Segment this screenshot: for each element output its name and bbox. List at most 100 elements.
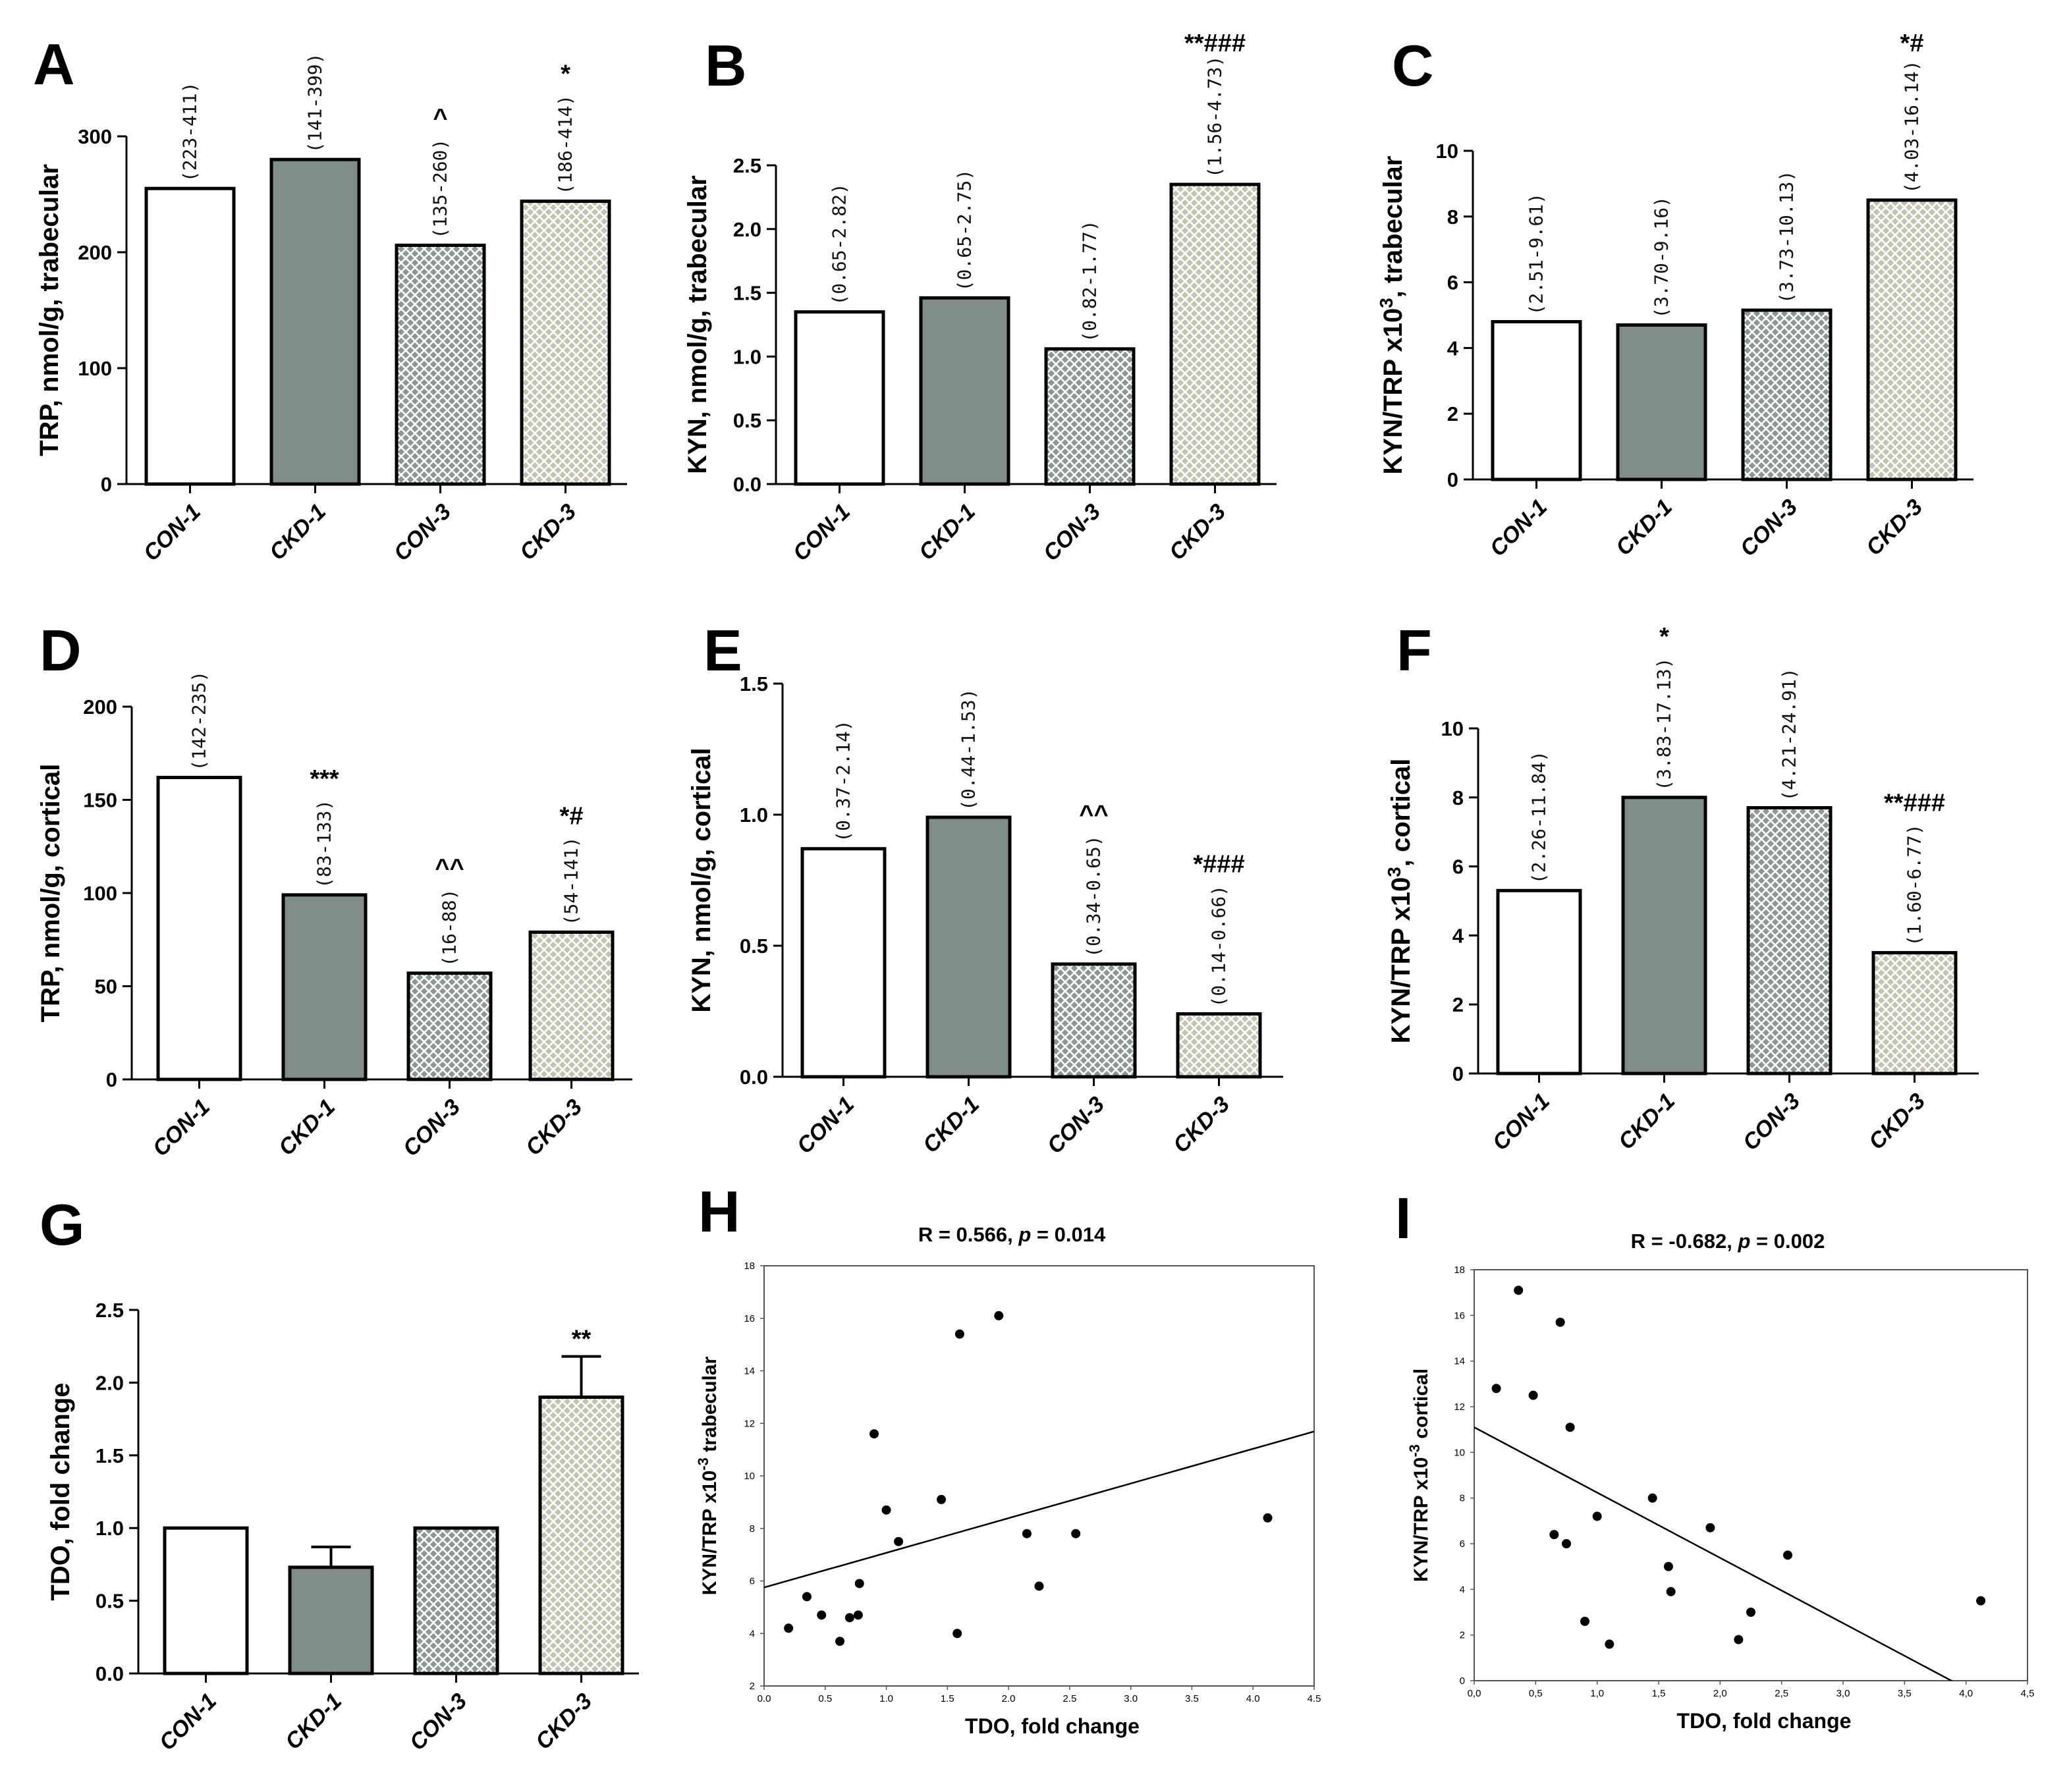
y-tick-label: 1.0 xyxy=(733,345,761,368)
x-tick-label: 4.5 xyxy=(1308,1693,1321,1704)
regression-line xyxy=(764,1430,1314,1588)
y-tick-label: 1.0 xyxy=(740,803,768,827)
x-tick-label: 4,0 xyxy=(1959,1688,1973,1699)
x-tick-label: 1.0 xyxy=(879,1693,893,1704)
y-tick-label: 4 xyxy=(1447,337,1459,360)
x-category-label: CKD-3 xyxy=(1864,1089,1930,1154)
y-tick-label: 6 xyxy=(750,1576,755,1587)
bar-ckd-1 xyxy=(925,815,1012,1079)
range-label: (3.70-9.16) xyxy=(1651,196,1672,318)
significance-marker: **### xyxy=(1884,790,1945,817)
x-tick-label: 2,0 xyxy=(1713,1688,1727,1699)
bar-con-1 xyxy=(794,310,885,486)
plot-title-pvalue: = 0.014 xyxy=(1031,1223,1106,1246)
x-category-label: CKD-3 xyxy=(1169,1092,1234,1158)
range-label: (2.51-9.61) xyxy=(1526,193,1547,315)
x-category-label: CKD-3 xyxy=(521,1095,587,1160)
y-tick-label: 2 xyxy=(750,1681,755,1692)
range-label: (0.14-0.66) xyxy=(1208,885,1230,1007)
y-tick-label: 0 xyxy=(106,1068,117,1091)
y-tick-label: 4 xyxy=(750,1628,755,1639)
panel-letter: A xyxy=(33,32,75,97)
y-axis-label-superscript: -3 xyxy=(1406,1444,1423,1457)
x-category-label: CON-3 xyxy=(389,499,456,566)
bar-con-3 xyxy=(1741,308,1833,481)
bar-ckd-3 xyxy=(520,200,611,486)
y-axis-label: KYN/TRP x10-3 trabecular xyxy=(695,1356,721,1595)
scatter-point xyxy=(1580,1616,1589,1626)
scatter-point xyxy=(954,1329,964,1339)
x-category-label: CON-3 xyxy=(1042,1092,1109,1159)
bar-con-3 xyxy=(406,971,493,1081)
x-category-label: CON-3 xyxy=(1738,1089,1805,1156)
scatter-point xyxy=(835,1637,845,1646)
y-axis-label-superscript: -3 xyxy=(695,1457,711,1471)
bar-con-3 xyxy=(1051,962,1137,1079)
panel-letter: D xyxy=(40,618,82,683)
range-label: (141-399) xyxy=(304,53,326,153)
x-category-label: CKD-3 xyxy=(1165,499,1230,565)
plot-title-p: p xyxy=(1018,1223,1031,1246)
panel-a: A 0 100 200 300 TRP, nmol/g, trabecular CON-1 (… xyxy=(33,32,627,566)
y-axis-label: KYN, nmol/g, cortical xyxy=(687,747,716,1012)
significance-marker: ^ xyxy=(433,104,447,132)
scatter-point xyxy=(853,1610,863,1620)
scatter-point xyxy=(1705,1523,1715,1533)
scatter-point xyxy=(1034,1581,1044,1591)
x-tick-label: 4,5 xyxy=(2021,1688,2035,1699)
x-category-label: CON-3 xyxy=(398,1095,465,1162)
bar-ckd-3 xyxy=(1871,951,1958,1075)
scatter-point xyxy=(802,1592,812,1602)
bar-con-3 xyxy=(413,1526,499,1675)
range-label: (83-133) xyxy=(314,800,335,888)
scatter-point xyxy=(1976,1596,1986,1606)
bar-con-3 xyxy=(1044,347,1136,486)
panel-letter: E xyxy=(703,618,742,683)
y-axis-label-superscript: 3 xyxy=(1376,298,1396,308)
plot-frame xyxy=(763,1265,1315,1687)
scatter-point xyxy=(1263,1513,1273,1523)
range-label: (0.65-2.75) xyxy=(954,169,976,291)
y-tick-label: 0 xyxy=(101,473,112,496)
panel-d: D 0 50 100 150 200 TRP, nmol/g, cortical CON-1 (… xyxy=(36,618,632,1161)
y-tick-label: 0.0 xyxy=(733,473,761,496)
y-tick-label: 2 xyxy=(1447,402,1458,425)
y-axis-label-tail: cortical xyxy=(1410,1369,1432,1444)
y-tick-label: 10 xyxy=(1454,1447,1465,1458)
y-axis-label-main: KYN, nmol/g, trabecular xyxy=(683,175,712,474)
scatter-point xyxy=(894,1536,904,1546)
y-tick-label: 10 xyxy=(1441,717,1464,740)
y-axis-label: KYN, nmol/g, trabecular xyxy=(683,175,712,474)
range-label: (16-88) xyxy=(439,889,460,967)
panel-letter: G xyxy=(40,1192,84,1257)
y-axis-label: TRP, nmol/g, cortical xyxy=(36,764,65,1023)
panel-letter: B xyxy=(705,33,747,98)
x-category-label: CKD-3 xyxy=(515,499,581,565)
y-tick-label: 1.5 xyxy=(733,282,761,305)
bar-ckd-1 xyxy=(288,1565,374,1675)
y-tick-label: 0.0 xyxy=(740,1066,768,1089)
x-tick-label: 0,0 xyxy=(1468,1688,1481,1699)
y-tick-label: 14 xyxy=(1454,1356,1465,1367)
panel-i: I R = -0.682, p = 0.002 0,0 0,5 1,0 1,5 2,0 2,5… xyxy=(1395,1185,2034,1733)
y-axis-label-main: TRP, nmol/g, trabecular xyxy=(35,164,64,456)
bar-ckd-1 xyxy=(1621,796,1707,1075)
bar-ckd-3 xyxy=(1866,198,1958,481)
x-category-label: CKD-1 xyxy=(918,1092,984,1158)
x-category-label: CON-1 xyxy=(792,1092,859,1159)
range-label: (0.65-2.82) xyxy=(829,183,850,305)
bar-ckd-3 xyxy=(528,930,615,1081)
scatter-point xyxy=(1562,1539,1571,1548)
x-category-label: CKD-3 xyxy=(1862,495,1927,560)
y-tick-label: 14 xyxy=(744,1366,755,1377)
bar-con-1 xyxy=(156,776,242,1081)
scatter-point xyxy=(994,1311,1004,1320)
x-tick-label: 1,0 xyxy=(1590,1688,1604,1699)
y-tick-label: 100 xyxy=(83,882,117,905)
panel-g: G 0.0 0.5 1.0 1.5 2.0 2.5 TDO, fold change CON-1… xyxy=(40,1192,639,1755)
y-axis-label-main: KYN/TRP x10 xyxy=(1410,1457,1432,1583)
y-axis-label: KYN/TRP x103, cortical xyxy=(1384,759,1416,1044)
range-label: (3.73-10.13) xyxy=(1776,171,1798,304)
y-tick-label: 200 xyxy=(83,695,117,719)
